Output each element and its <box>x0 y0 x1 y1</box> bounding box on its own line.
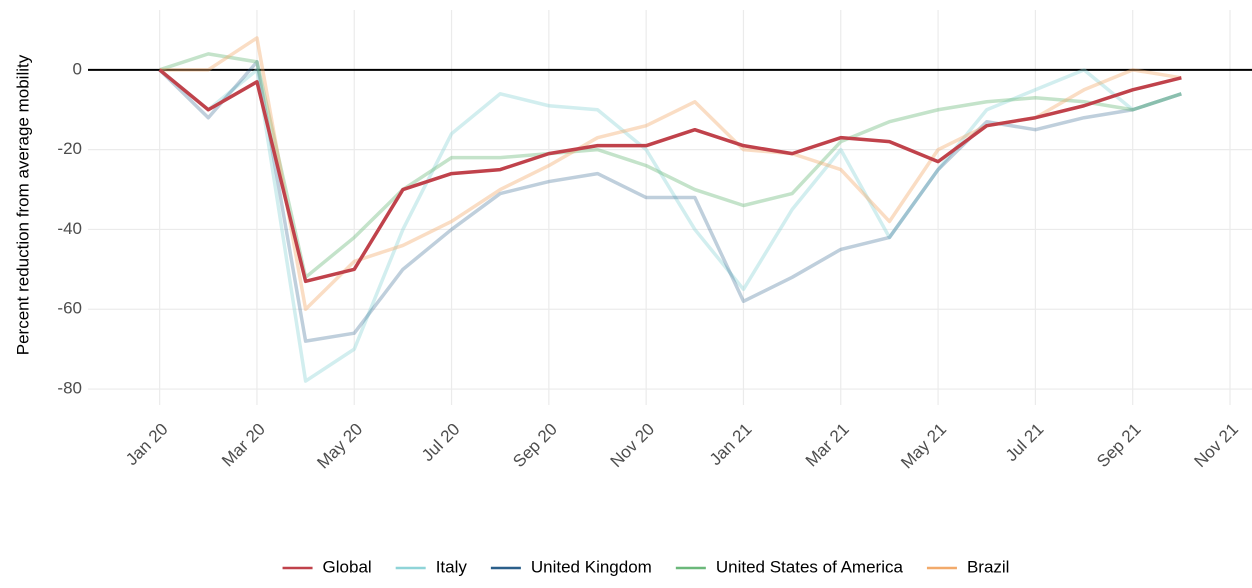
x-tick-label: Sep 20 <box>509 420 561 472</box>
series-line <box>158 60 1182 343</box>
x-tick-label: May 21 <box>897 420 950 473</box>
series-line <box>158 68 1182 383</box>
x-tick-label: Nov 21 <box>1190 420 1242 472</box>
y-tick-label: -60 <box>57 299 82 318</box>
y-tick-label: -80 <box>57 379 82 398</box>
x-tick-label: Mar 21 <box>802 420 853 471</box>
legend: Global Italy United Kingdom United States o… <box>282 557 1010 576</box>
series-line <box>158 68 1182 284</box>
legend-label: Italy <box>436 557 468 576</box>
series-line <box>159 36 1182 311</box>
x-tick-label: Jul 21 <box>1002 420 1048 466</box>
x-tick-label: Jan 20 <box>122 420 172 470</box>
x-tick-label: Nov 20 <box>607 420 659 472</box>
y-axis-label: Percent reduction from average mobility <box>13 54 32 355</box>
series-line <box>159 52 1182 280</box>
legend-label: Global <box>323 557 372 576</box>
x-tick-label: Jul 20 <box>418 420 464 466</box>
y-tick-label: -20 <box>57 139 82 158</box>
legend-label: Brazil <box>967 557 1010 576</box>
y-tick-label: 0 <box>73 59 82 78</box>
x-tick-label: Jan 21 <box>706 420 756 470</box>
x-tick-label: Sep 21 <box>1093 420 1145 472</box>
legend-label: United States of America <box>716 557 904 576</box>
legend-label: United Kingdom <box>531 557 652 576</box>
y-tick-label: -40 <box>57 219 82 238</box>
x-tick-label: Mar 20 <box>218 420 269 471</box>
x-tick-label: May 20 <box>313 420 366 473</box>
